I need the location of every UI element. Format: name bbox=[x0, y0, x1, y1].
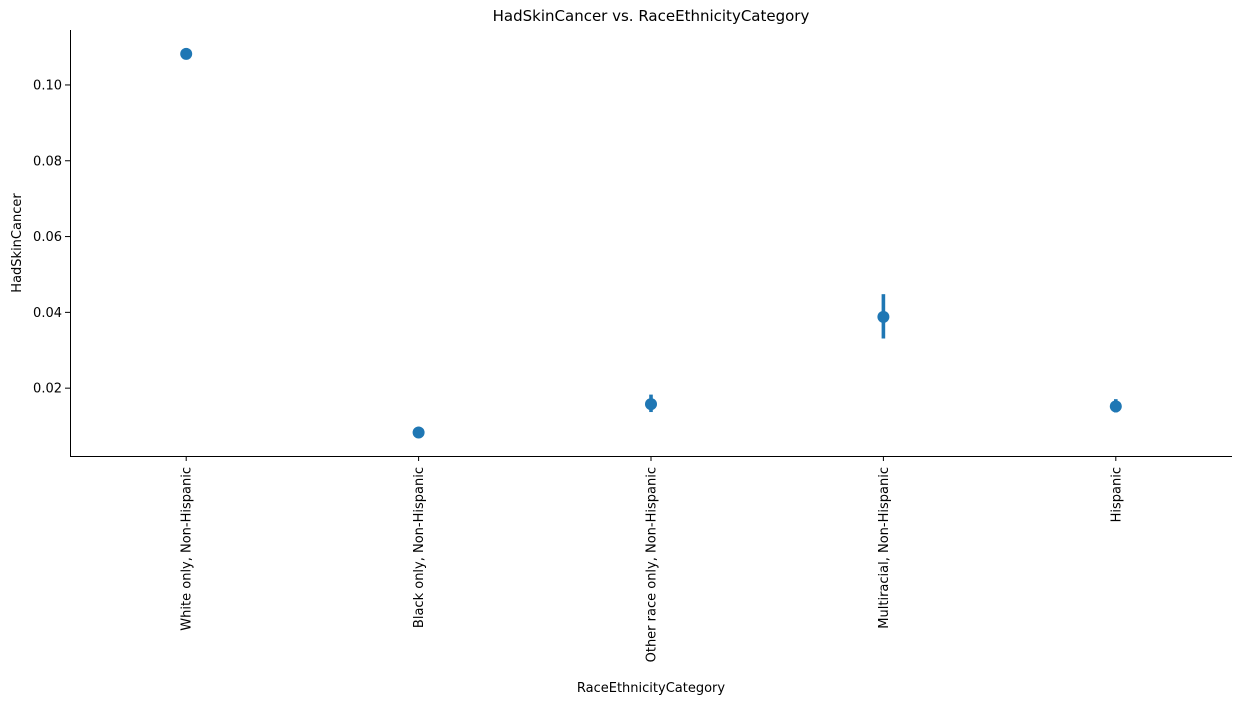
y-tick-label: 0.06 bbox=[33, 230, 62, 245]
plot-area bbox=[180, 47, 1122, 439]
y-tick-label: 0.02 bbox=[33, 382, 62, 397]
x-axis-label: RaceEthnicityCategory bbox=[577, 681, 725, 696]
y-axis-label: HadSkinCancer bbox=[10, 193, 25, 293]
data-point bbox=[412, 426, 425, 439]
x-tick-label: Hispanic bbox=[1109, 467, 1124, 522]
x-tick-label: Black only, Non-Hispanic bbox=[412, 467, 427, 628]
y-axis-ticks: 0.02 0.04 0.06 0.08 0.10 bbox=[33, 78, 70, 397]
chart-title: HadSkinCancer vs. RaceEthnicityCategory bbox=[493, 7, 810, 25]
data-point bbox=[180, 47, 193, 60]
data-point bbox=[877, 310, 890, 323]
data-point bbox=[1109, 400, 1122, 413]
y-tick-label: 0.10 bbox=[33, 78, 62, 93]
y-tick-label: 0.08 bbox=[33, 154, 62, 169]
x-axis-ticks: White only, Non-Hispanic Black only, Non-… bbox=[180, 456, 1124, 662]
x-tick-label: White only, Non-Hispanic bbox=[180, 467, 195, 631]
x-tick-label: Other race only, Non-Hispanic bbox=[645, 467, 660, 662]
data-point bbox=[645, 398, 657, 411]
y-tick-label: 0.04 bbox=[33, 306, 62, 321]
x-tick-label: Multiracial, Non-Hispanic bbox=[877, 467, 892, 629]
